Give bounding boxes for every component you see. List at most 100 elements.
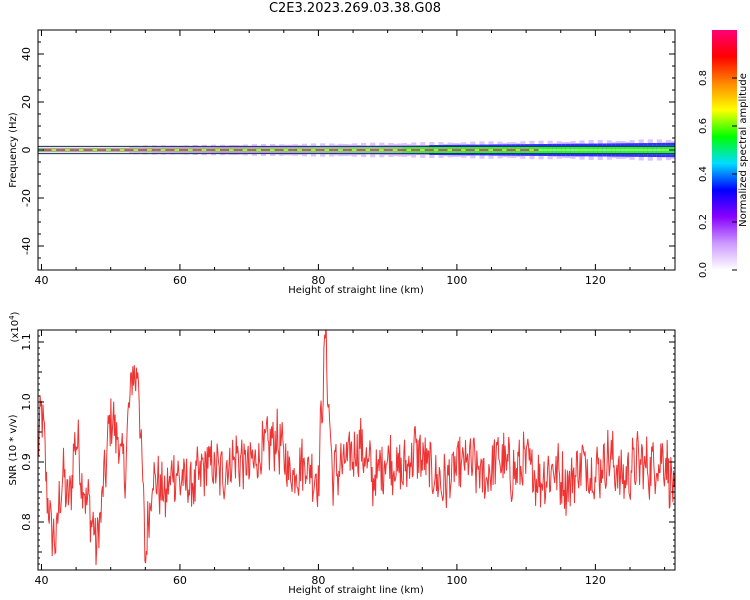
band-core xyxy=(156,149,162,151)
band-core xyxy=(292,149,298,151)
band-core xyxy=(56,149,62,151)
y-tick-label: 0 xyxy=(20,147,33,154)
band-core xyxy=(283,149,289,151)
colorbar-tick-label: 0.6 xyxy=(698,118,709,134)
band-core xyxy=(656,149,662,151)
band-core xyxy=(256,149,262,151)
band-core xyxy=(643,149,649,151)
band-core xyxy=(565,149,571,151)
band-core xyxy=(406,149,412,151)
band-core xyxy=(615,149,621,151)
band-core xyxy=(647,149,653,151)
band-core xyxy=(361,149,367,151)
band-core xyxy=(119,149,126,151)
band-core xyxy=(351,149,358,151)
band-core xyxy=(584,149,590,151)
band-core xyxy=(142,149,148,151)
band-core xyxy=(370,149,376,151)
band-core xyxy=(397,149,403,151)
y-tick-label: 0.9 xyxy=(20,453,33,471)
band-core xyxy=(315,149,321,151)
band-core xyxy=(524,149,530,151)
band-core xyxy=(174,149,180,151)
band-core xyxy=(411,149,417,151)
colorbar-tick-label: 0.4 xyxy=(698,166,709,182)
band-core xyxy=(606,149,612,151)
band-core xyxy=(329,149,335,151)
band-core xyxy=(620,149,626,151)
band-core xyxy=(274,149,280,151)
band-core xyxy=(429,149,435,151)
band-core xyxy=(133,149,139,151)
band-core xyxy=(288,149,294,151)
snr-xlabel: Height of straight line (km) xyxy=(288,585,424,596)
snr-ylabel: SNR (10 * v/v) xyxy=(8,414,19,485)
snr-series-line xyxy=(38,330,675,566)
band-core xyxy=(588,149,594,151)
y-tick-label: -40 xyxy=(20,237,33,255)
band-core xyxy=(147,149,153,151)
band-core xyxy=(74,149,80,151)
band-core xyxy=(129,149,135,151)
band-core xyxy=(138,149,144,151)
band-core xyxy=(201,149,207,151)
page-title: C2E3.2023.269.03.38.G08 xyxy=(268,1,442,16)
band-core xyxy=(333,149,339,151)
band-core xyxy=(402,149,408,151)
band-core xyxy=(311,149,317,151)
y-tick-label: 0.8 xyxy=(20,513,33,531)
band-core xyxy=(424,149,430,151)
band-core xyxy=(188,149,194,151)
band-core xyxy=(547,149,553,151)
band-core xyxy=(51,149,57,151)
band-core xyxy=(433,149,439,151)
band-core xyxy=(597,149,603,151)
band-core xyxy=(251,149,257,151)
spectrogram-band xyxy=(38,139,675,161)
band-core xyxy=(101,149,107,151)
x-tick-label: 40 xyxy=(34,274,48,287)
band-core xyxy=(192,149,198,151)
band-core xyxy=(574,149,581,151)
band-core xyxy=(365,149,371,151)
band-core xyxy=(420,149,426,151)
band-core xyxy=(179,149,185,151)
band-core xyxy=(220,149,226,151)
band-core xyxy=(474,149,480,151)
y-tick-label: 40 xyxy=(20,47,33,61)
x-tick-label: 60 xyxy=(173,274,187,287)
band-core xyxy=(151,149,157,151)
band-core xyxy=(306,149,312,151)
band-core xyxy=(493,149,499,151)
x-tick-label: 100 xyxy=(446,574,467,587)
band-core xyxy=(515,149,521,151)
band-core xyxy=(543,149,549,151)
band-core xyxy=(488,149,494,151)
band-core xyxy=(465,149,471,151)
colorbar-ticks: 0.0 0.2 0.4 0.6 0.8 xyxy=(698,70,737,278)
band-core xyxy=(638,149,644,151)
band-core xyxy=(502,149,508,151)
band-core xyxy=(97,149,103,151)
colorbar: 0.0 0.2 0.4 0.6 0.8 Normalized spectral ampl… xyxy=(698,30,749,278)
band-core xyxy=(374,149,380,151)
band-core xyxy=(242,149,248,151)
band-core xyxy=(347,149,353,151)
band-core xyxy=(520,149,526,151)
band-core xyxy=(379,149,385,151)
band-core xyxy=(634,149,640,151)
band-core xyxy=(556,149,562,151)
band-core xyxy=(124,149,130,151)
band-core xyxy=(106,149,112,151)
spectrogram-plot: 40 60 80 100 120 -40 -20 0 20 40 Height of straig… xyxy=(8,29,676,296)
band-core xyxy=(165,149,171,151)
colorbar-tick-label: 0.2 xyxy=(698,214,709,230)
x-tick-label: 80 xyxy=(311,274,325,287)
band-core xyxy=(338,149,344,151)
band-core xyxy=(415,149,421,151)
band-core xyxy=(60,149,66,151)
band-core xyxy=(92,149,98,151)
band-core xyxy=(438,149,444,151)
band-core xyxy=(652,149,658,151)
